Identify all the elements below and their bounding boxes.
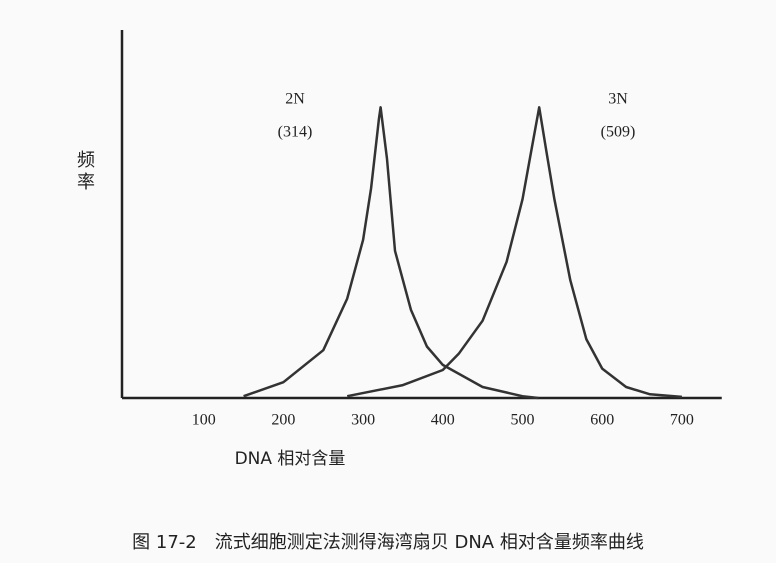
curve	[243, 106, 539, 400]
x-tick-label: 300	[351, 412, 375, 429]
y-axis-label: 频率	[74, 150, 95, 194]
x-tick-label: 500	[511, 412, 535, 429]
annotation-label: 2N	[285, 91, 305, 108]
annotation-value: (314)	[278, 124, 313, 141]
x-tick-label: 600	[590, 412, 614, 429]
x-tick-label: 400	[431, 412, 455, 429]
caption: 图 17-2 流式细胞测定法测得海湾扇贝 DNA 相对含量频率曲线	[132, 532, 644, 553]
x-tick-label: 100	[192, 412, 216, 429]
annotation-value: (509)	[601, 124, 636, 141]
x-axis-label: DNA 相对含量	[235, 449, 346, 469]
annotation-label: 3N	[608, 91, 628, 108]
x-tick-label: 200	[271, 412, 295, 429]
x-tick-label: 700	[670, 412, 694, 429]
curve	[346, 106, 683, 399]
